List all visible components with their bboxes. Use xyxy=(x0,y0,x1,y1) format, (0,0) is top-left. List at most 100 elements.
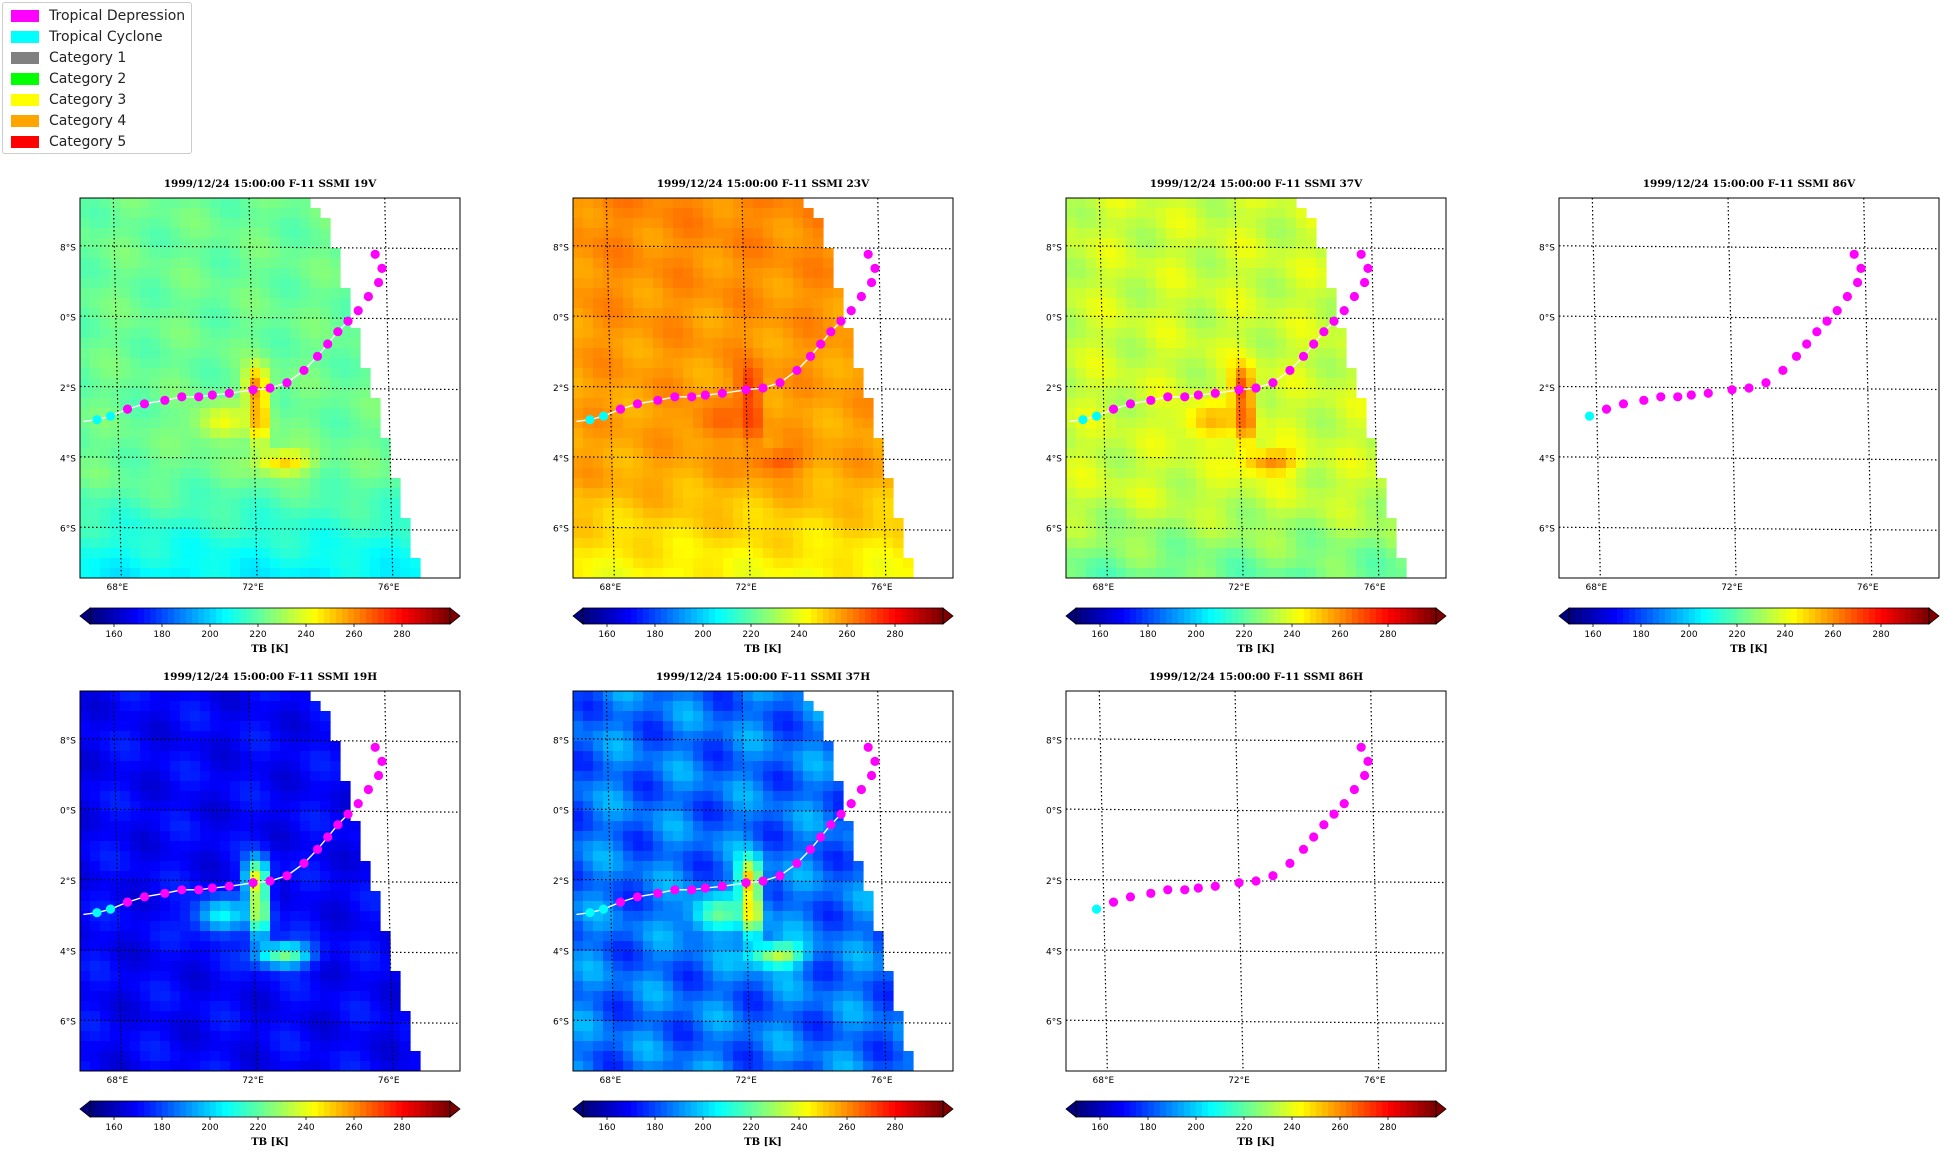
tb-cell xyxy=(100,268,111,279)
tb-cell xyxy=(170,841,181,852)
tb-cell xyxy=(100,238,111,249)
tb-cell xyxy=(300,428,311,439)
tb-cell xyxy=(130,548,141,559)
tb-cell xyxy=(270,548,281,559)
colorbar-segment xyxy=(1809,608,1816,624)
tb-cell xyxy=(180,1011,191,1022)
tb-cell xyxy=(1246,418,1257,429)
tb-cell xyxy=(320,458,331,469)
colorbar-segment xyxy=(925,608,932,624)
meridian-line xyxy=(112,691,122,1071)
colorbar-segment xyxy=(1875,608,1882,624)
tb-cell xyxy=(733,448,744,459)
tb-cell xyxy=(823,368,834,379)
tb-cell xyxy=(170,288,181,299)
tb-cell xyxy=(300,741,311,752)
tb-cell xyxy=(663,518,674,529)
tb-cell xyxy=(1346,498,1357,509)
tb-cell xyxy=(603,208,614,219)
tb-cell xyxy=(1146,438,1157,449)
colorbar-segment xyxy=(1707,608,1714,624)
tb-cell xyxy=(1166,518,1177,529)
tb-cell xyxy=(100,288,111,299)
tb-cell xyxy=(260,538,271,549)
tb-cell xyxy=(703,548,714,559)
tb-cell xyxy=(290,851,301,862)
tb-cell xyxy=(210,821,221,832)
track-point xyxy=(1601,404,1612,414)
tb-cell xyxy=(1266,308,1277,319)
tb-cell xyxy=(150,961,161,972)
tb-cell xyxy=(210,1061,221,1071)
tb-cell xyxy=(733,258,744,269)
tb-cell xyxy=(250,568,261,578)
tb-cell xyxy=(250,921,261,932)
tb-cell xyxy=(160,458,171,469)
tb-cell xyxy=(613,268,624,279)
tb-cell xyxy=(693,248,704,259)
tb-cell xyxy=(1296,568,1307,578)
tb-cell xyxy=(340,1011,351,1022)
tb-cell xyxy=(100,548,111,559)
tb-cell xyxy=(240,508,251,519)
track-point xyxy=(653,395,663,405)
tb-cell xyxy=(200,851,211,862)
tb-cell xyxy=(713,338,724,349)
tb-cell xyxy=(1136,298,1147,309)
tb-cell xyxy=(160,741,171,752)
tb-cell xyxy=(723,488,734,499)
tb-cell xyxy=(1296,358,1307,369)
tb-cell xyxy=(1376,508,1387,519)
tb-cell xyxy=(260,1041,271,1052)
tb-cell xyxy=(240,931,251,942)
tb-cell xyxy=(290,458,301,469)
tb-cell xyxy=(250,258,261,269)
tb-cell xyxy=(330,548,341,559)
tb-cell xyxy=(290,518,301,529)
tb-cell xyxy=(250,268,261,279)
colorbar-segment xyxy=(126,608,133,624)
tb-cell xyxy=(340,548,351,559)
tb-cell xyxy=(673,298,684,309)
tb-cell xyxy=(1156,298,1167,309)
tb-cell xyxy=(1186,318,1197,329)
tb-cell xyxy=(130,408,141,419)
tb-cell xyxy=(200,961,211,972)
track-point xyxy=(105,904,116,914)
tb-cell xyxy=(1226,438,1237,449)
tb-cell xyxy=(320,278,331,289)
tb-cell xyxy=(1336,508,1347,519)
tb-cell xyxy=(1206,478,1217,489)
tb-cell xyxy=(1256,568,1267,578)
tb-cell xyxy=(633,218,644,229)
tb-cell xyxy=(190,1021,201,1032)
tb-cell xyxy=(360,991,371,1002)
tb-cell xyxy=(230,338,241,349)
tb-cell xyxy=(150,951,161,962)
tb-cell xyxy=(370,428,381,439)
track-point xyxy=(122,404,133,414)
tb-cell xyxy=(130,208,141,219)
tb-cell xyxy=(310,568,321,578)
colorbar-segment xyxy=(1881,608,1888,624)
tb-cell xyxy=(673,558,684,569)
tb-cell xyxy=(683,268,694,279)
tb-cell xyxy=(1326,548,1337,559)
tb-cell xyxy=(200,488,211,499)
tb-cell xyxy=(160,821,171,832)
tb-cell xyxy=(763,548,774,559)
tb-cell xyxy=(1166,208,1177,219)
tb-cell xyxy=(733,418,744,429)
tb-cell xyxy=(643,568,654,578)
tb-cell xyxy=(1286,448,1297,459)
tb-cell xyxy=(290,438,301,449)
tb-cell xyxy=(833,388,844,399)
tb-cell xyxy=(180,288,191,299)
colorbar-segment xyxy=(138,608,145,624)
tb-cell xyxy=(643,428,654,439)
tb-cell xyxy=(210,1031,221,1042)
track-point xyxy=(856,291,866,302)
tb-cell xyxy=(1116,348,1127,359)
tb-cell xyxy=(603,258,614,269)
track-point xyxy=(377,263,387,273)
